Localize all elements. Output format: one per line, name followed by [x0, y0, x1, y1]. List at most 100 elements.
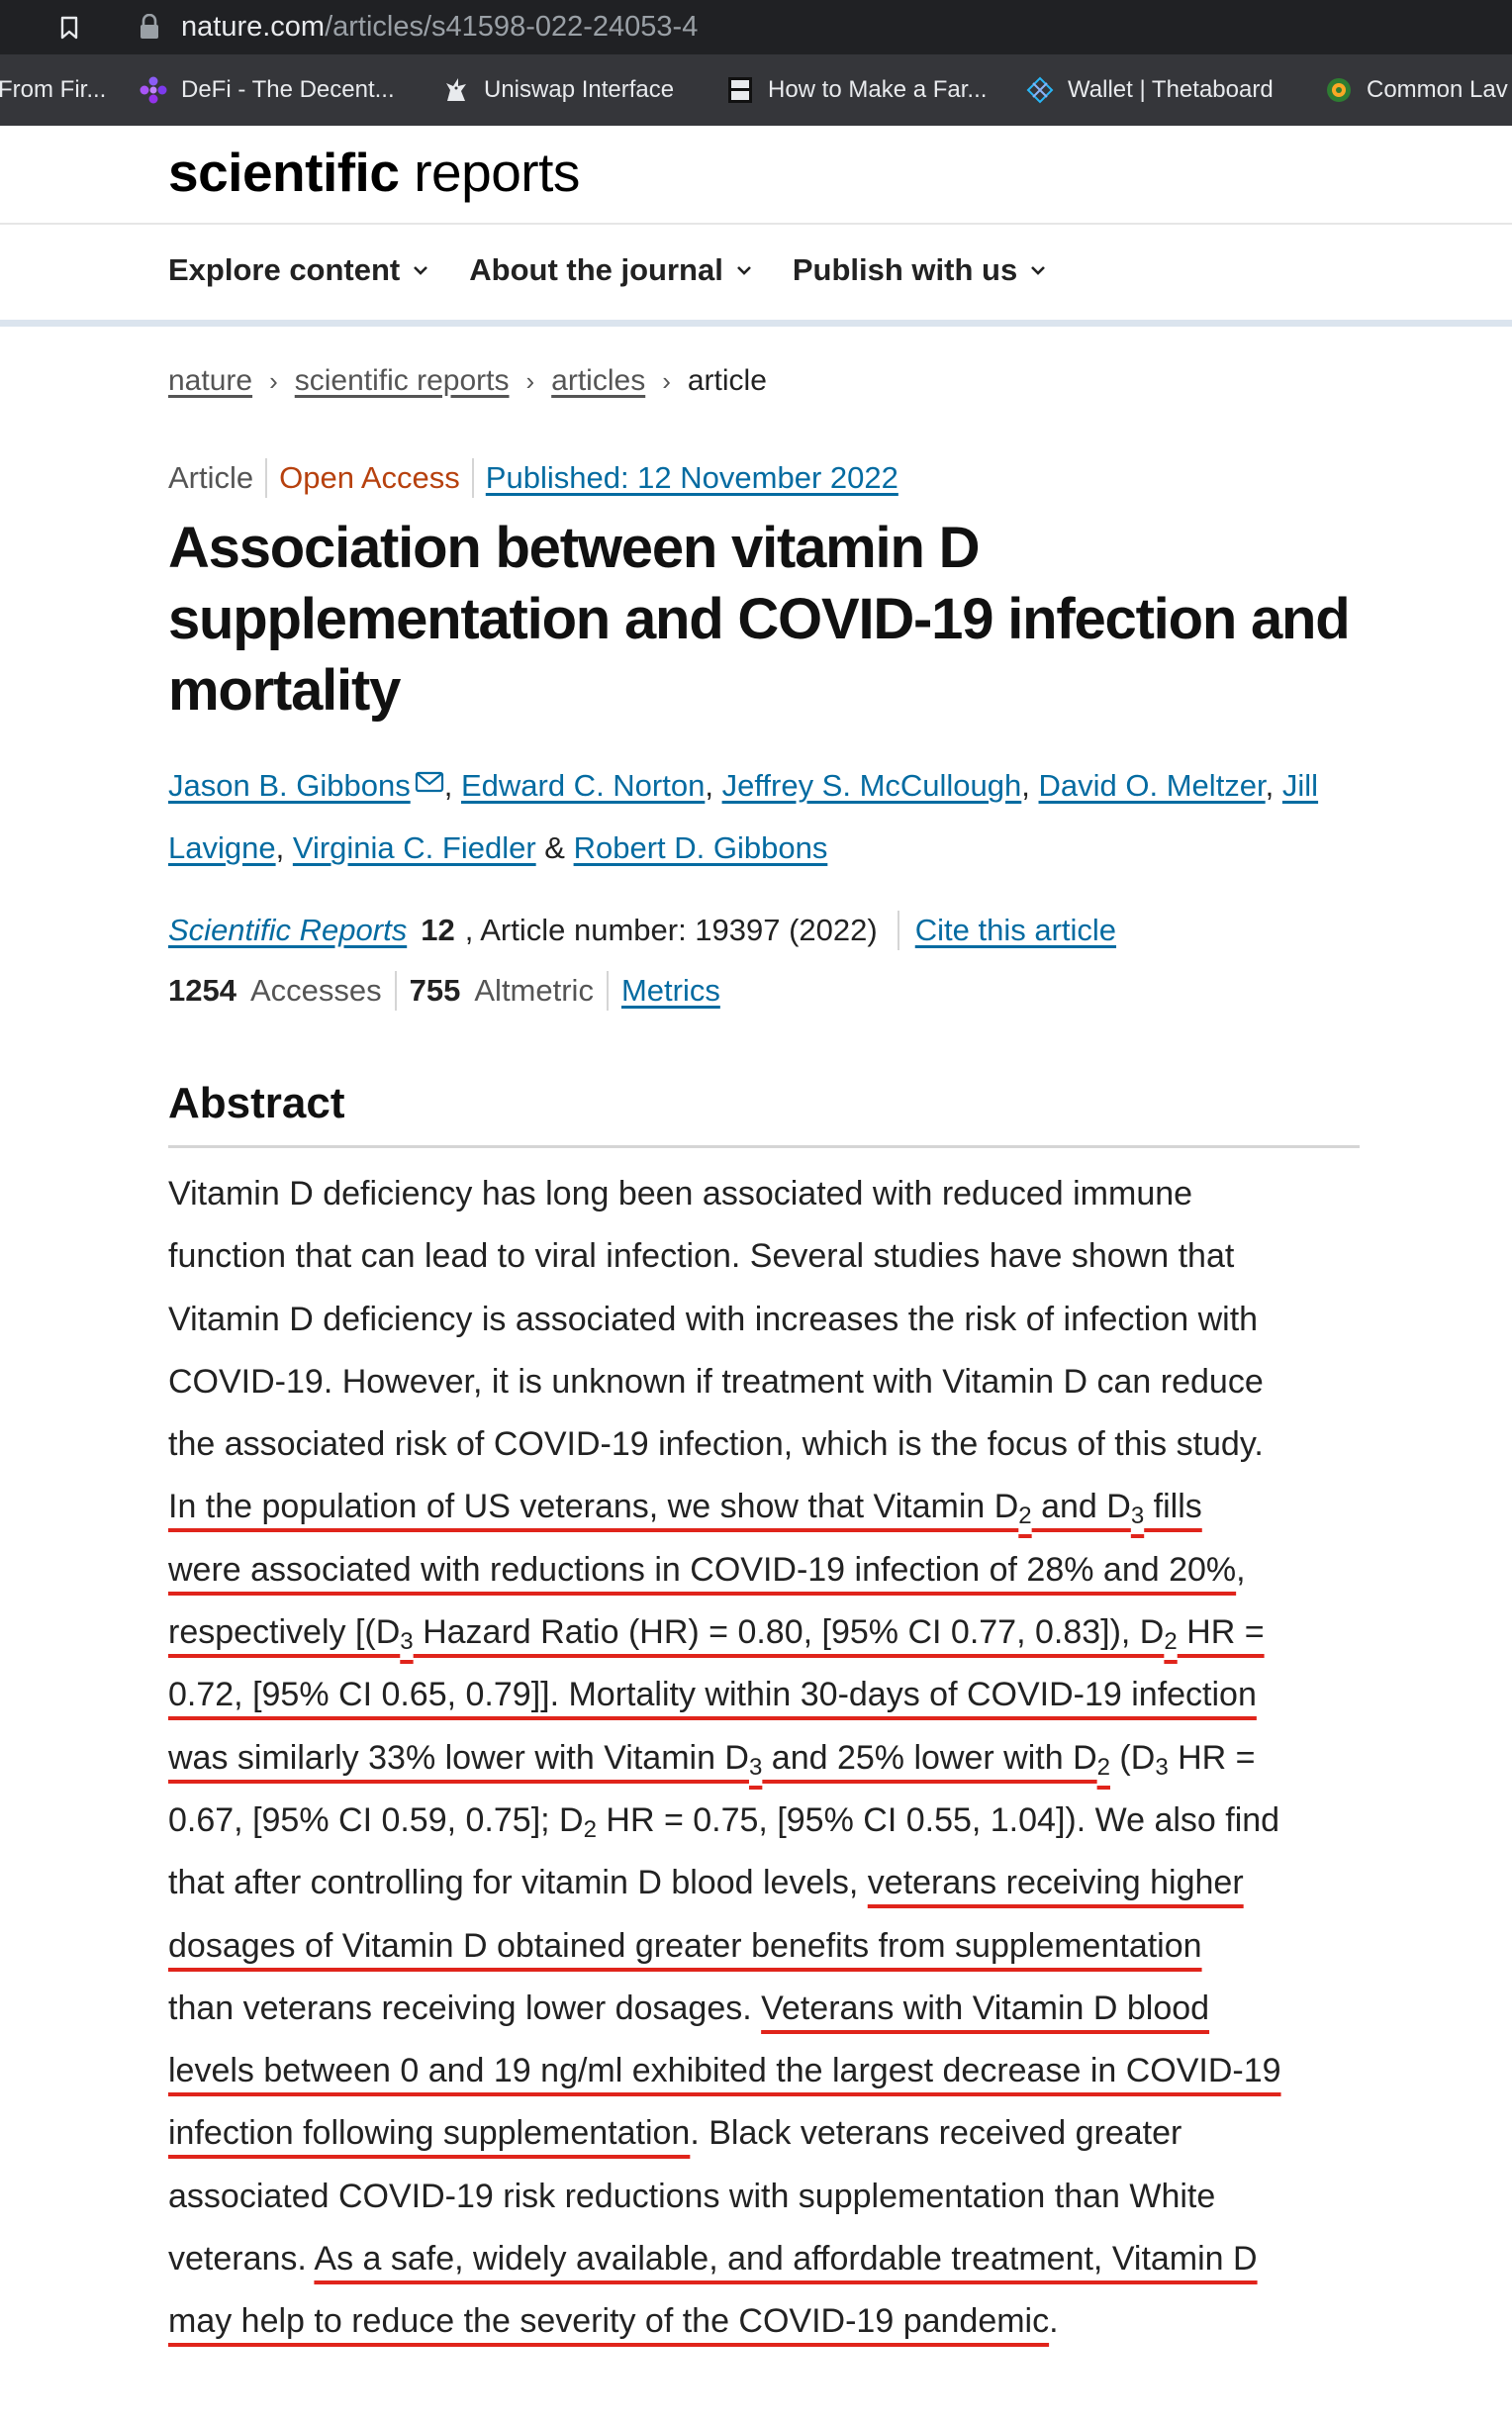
- nav-label: Publish with us: [792, 252, 1018, 287]
- abstract-text: 2: [583, 1815, 597, 1843]
- metrics-link[interactable]: Metrics: [620, 973, 720, 1008]
- bookmark-label: Wallet | Thetaboard: [1068, 76, 1274, 103]
- highlighted-text: and 25% lower with D: [762, 1738, 1097, 1777]
- highlighted-text: 3: [1130, 1503, 1145, 1530]
- abstract-text: 3: [1155, 1753, 1169, 1781]
- bookmark-icon[interactable]: [51, 10, 87, 46]
- highlighted-text: levels between 0 and 19 ng/ml exhibited …: [168, 2052, 1281, 2090]
- citation-line: Scientific Reports 12 , Article number: …: [168, 909, 1116, 952]
- abstract-text: that after controlling for vitamin D blo…: [168, 1864, 868, 1902]
- nav-label: Explore content: [168, 252, 401, 287]
- highlighted-text: dosages of Vitamin D obtained greater be…: [168, 1926, 1202, 1965]
- highlighted-text: 3: [748, 1753, 763, 1781]
- bookmark-label: How to Make a Far...: [768, 76, 988, 103]
- breadcrumb-nature[interactable]: nature: [168, 364, 253, 397]
- abstract-line: Vitamin D deficiency is associated with …: [168, 1290, 1395, 1352]
- meta-divider: [471, 458, 474, 498]
- meta-divider: [394, 971, 397, 1011]
- abstract-text: COVID-19. However, it is unknown if trea…: [168, 1362, 1264, 1401]
- bookmark-item[interactable]: Common Lav: [1324, 54, 1508, 126]
- author-link[interactable]: Jeffrey S. McCullough: [721, 768, 1022, 803]
- meta-divider: [606, 971, 609, 1011]
- globe-icon: [1324, 75, 1354, 105]
- nav-about-journal[interactable]: About the journal: [469, 252, 753, 288]
- abstract-line: In the population of US veterans, we sho…: [168, 1477, 1395, 1539]
- bookmark-item[interactable]: Wallet | Thetaboard: [1025, 54, 1274, 126]
- abstract-line: 0.72, [95% CI 0.65, 0.79]]. Mortality wi…: [168, 1665, 1395, 1727]
- bookmark-item[interactable]: From Fir...: [0, 54, 106, 126]
- article-number: , Article number: 19397 (2022): [464, 913, 878, 947]
- unicorn-icon: [441, 75, 471, 105]
- bookmark-item[interactable]: DeFi - The Decent...: [139, 54, 395, 126]
- chevron-right-icon: ›: [269, 365, 278, 396]
- author-link[interactable]: Edward C. Norton: [460, 768, 706, 803]
- mail-icon[interactable]: [415, 770, 444, 794]
- abstract-line: associated COVID-19 risk reductions with…: [168, 2167, 1395, 2229]
- journal-name-link[interactable]: Scientific Reports: [168, 913, 408, 947]
- chevron-right-icon: ›: [525, 365, 535, 396]
- article-title: Association between vitamin D supplement…: [168, 516, 1351, 723]
- author-separator: &: [544, 830, 565, 865]
- highlighted-text: fills: [1144, 1488, 1202, 1526]
- author-link[interactable]: Virginia C. Fiedler: [292, 830, 536, 865]
- book-icon: [725, 75, 755, 105]
- author-separator: ,: [1021, 768, 1030, 803]
- abstract-text: ,: [1236, 1550, 1246, 1589]
- bookmark-item[interactable]: Uniswap Interface: [441, 54, 674, 126]
- author-link[interactable]: Lavigne: [168, 830, 276, 865]
- browser-address-bar: nature.com/articles/s41598-022-24053-4: [0, 0, 1512, 54]
- author-list: Jason B. Gibbons, Edward C. Norton, Jeff…: [168, 754, 1375, 879]
- abstract-text: (D: [1109, 1738, 1156, 1777]
- cite-article-link[interactable]: Cite this article: [914, 913, 1117, 947]
- abstract-line: the associated risk of COVID-19 infectio…: [168, 1414, 1395, 1477]
- author-link[interactable]: Jill: [1281, 768, 1319, 803]
- bookmark-label: Uniswap Interface: [484, 76, 675, 103]
- abstract-text: function that can lead to viral infectio…: [168, 1237, 1235, 1276]
- published-date-link[interactable]: Published: 12 November 2022: [485, 460, 898, 495]
- abstract-heading: Abstract: [168, 1079, 345, 1127]
- nav-label: About the journal: [469, 252, 723, 287]
- abstract-text: Vitamin D deficiency is associated with …: [168, 1300, 1259, 1338]
- nav-explore-content[interactable]: Explore content: [168, 252, 429, 288]
- chevron-down-icon: [736, 266, 751, 275]
- nav-publish-with-us[interactable]: Publish with us: [793, 252, 1047, 288]
- theta-icon: [1025, 75, 1055, 105]
- breadcrumb: nature › scientific reports › articles ›…: [168, 359, 767, 403]
- abstract-line: infection following supplementation. Bla…: [168, 2103, 1395, 2166]
- article-meta: Article Open Access Published: 12 Novemb…: [168, 455, 898, 501]
- header-divider: [0, 223, 1512, 225]
- highlighted-text: 2: [1164, 1628, 1178, 1656]
- abstract-line: that after controlling for vitamin D blo…: [168, 1853, 1395, 1915]
- lock-icon: [139, 13, 160, 40]
- abstract-line: veterans. As a safe, widely available, a…: [168, 2229, 1395, 2291]
- abstract-text: associated COVID-19 risk reductions with…: [168, 2177, 1216, 2215]
- abstract-text: Vitamin D deficiency has long been assoc…: [168, 1175, 1193, 1212]
- highlighted-text: HR =: [1177, 1613, 1265, 1652]
- bookmark-label: From Fir...: [0, 76, 107, 103]
- highlighted-text: Veterans with Vitamin D blood: [761, 1988, 1210, 2027]
- abstract-line: 0.67, [95% CI 0.59, 0.75]; D2 HR = 0.75,…: [168, 1791, 1395, 1853]
- abstract-text: 0.67, [95% CI 0.59, 0.75]; D: [168, 1800, 584, 1839]
- highlighted-text: infection following supplementation: [168, 2114, 691, 2153]
- author-separator: ,: [443, 768, 453, 803]
- abstract-text: HR =: [1168, 1738, 1256, 1777]
- altmetric-count: 755: [409, 973, 461, 1008]
- highlighted-text: and D: [1031, 1488, 1131, 1526]
- highlighted-text: In the population of US veterans, we sho…: [168, 1488, 1019, 1526]
- meta-divider: [265, 458, 268, 498]
- breadcrumb-scientific-reports[interactable]: scientific reports: [294, 364, 510, 397]
- author-link[interactable]: Jason B. Gibbons: [168, 768, 411, 803]
- url-field[interactable]: nature.com/articles/s41598-022-24053-4: [181, 8, 698, 46]
- chevron-right-icon: ›: [662, 365, 671, 396]
- highlighted-text: 2: [1096, 1753, 1110, 1781]
- bookmark-item[interactable]: How to Make a Far...: [725, 54, 987, 126]
- open-access-badge: Open Access: [279, 460, 460, 495]
- highlighted-text: 2: [1018, 1503, 1032, 1530]
- highlighted-text: As a safe, widely available, and afforda…: [314, 2240, 1258, 2279]
- author-link[interactable]: Robert D. Gibbons: [573, 830, 828, 865]
- site-logo[interactable]: scientific reports: [168, 141, 580, 204]
- author-link[interactable]: David O. Meltzer: [1038, 768, 1266, 803]
- abstract-divider: [168, 1145, 1360, 1148]
- breadcrumb-articles[interactable]: articles: [551, 364, 646, 397]
- highlighted-text: were associated with reductions in COVID…: [168, 1550, 1237, 1589]
